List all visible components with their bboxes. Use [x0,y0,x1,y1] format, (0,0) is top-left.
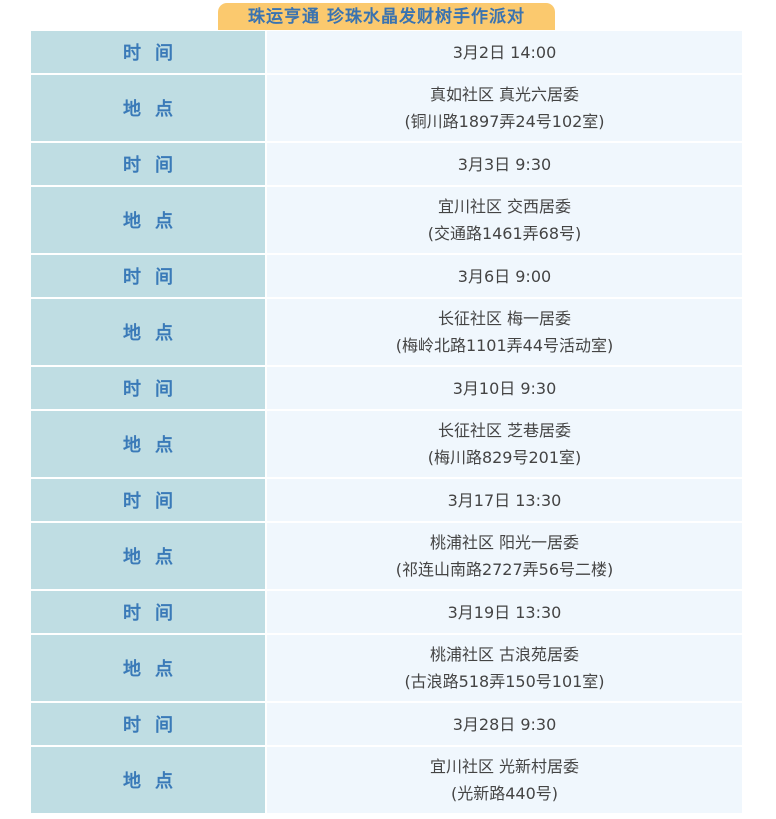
address-value: (梅岭北路1101弄44号活动室) [395,336,614,355]
place-value: 宜川社区 光新村居委 [429,757,580,776]
place-label: 地点 [31,635,265,701]
place-value: 桃浦社区 古浪苑居委 [429,645,580,664]
time-value: 3月28日 9:30 [452,714,557,734]
address-value: (光新路440号) [450,784,559,803]
place-value: 桃浦社区 阳光一居委 [429,533,580,552]
time-row: 时间 3月6日 9:00 [31,255,742,297]
time-row: 时间 3月19日 13:30 [31,591,742,633]
place-value: 长征社区 芝巷居委 [437,421,572,440]
time-value: 3月17日 13:30 [447,490,562,510]
time-value: 3月3日 9:30 [457,154,552,174]
address-value: (祁连山南路2727弄56号二楼) [395,560,614,579]
header-title: 珠运亨通 珍珠水晶发财树手作派对 [218,3,555,30]
place-label: 地点 [31,299,265,365]
time-row: 时间 3月2日 14:00 [31,31,742,73]
place-value: 长征社区 梅一居委 [437,309,572,328]
place-label: 地点 [31,75,265,141]
time-value: 3月19日 13:30 [447,602,562,622]
address-value: (古浪路518弄150号101室) [404,672,605,691]
time-label: 时间 [31,31,265,73]
address-value: (梅川路829号201室) [427,448,582,467]
place-label: 地点 [31,411,265,477]
place-row: 地点 桃浦社区 古浪苑居委 (古浪路518弄150号101室) [31,635,742,701]
time-label: 时间 [31,703,265,745]
place-row: 地点 宜川社区 光新村居委 (光新路440号) [31,747,742,813]
time-label: 时间 [31,367,265,409]
place-row: 地点 长征社区 芝巷居委 (梅川路829号201室) [31,411,742,477]
schedule-table: 时间 3月2日 14:00 地点 真如社区 真光六居委 (铜川路1897弄24号… [31,31,742,815]
time-label: 时间 [31,479,265,521]
place-row: 地点 桃浦社区 阳光一居委 (祁连山南路2727弄56号二楼) [31,523,742,589]
time-row: 时间 3月17日 13:30 [31,479,742,521]
time-label: 时间 [31,591,265,633]
time-label: 时间 [31,255,265,297]
place-value: 宜川社区 交西居委 [437,197,572,216]
place-row: 地点 宜川社区 交西居委 (交通路1461弄68号) [31,187,742,253]
place-row: 地点 真如社区 真光六居委 (铜川路1897弄24号102室) [31,75,742,141]
time-value: 3月2日 14:00 [452,42,557,62]
time-row: 时间 3月28日 9:30 [31,703,742,745]
time-row: 时间 3月3日 9:30 [31,143,742,185]
place-label: 地点 [31,187,265,253]
time-label: 时间 [31,143,265,185]
place-row: 地点 长征社区 梅一居委 (梅岭北路1101弄44号活动室) [31,299,742,365]
address-value: (交通路1461弄68号) [427,224,582,243]
place-label: 地点 [31,747,265,813]
time-value: 3月10日 9:30 [452,378,557,398]
place-label: 地点 [31,523,265,589]
place-value: 真如社区 真光六居委 [429,85,580,104]
time-value: 3月6日 9:00 [457,266,552,286]
time-row: 时间 3月10日 9:30 [31,367,742,409]
address-value: (铜川路1897弄24号102室) [404,112,605,131]
